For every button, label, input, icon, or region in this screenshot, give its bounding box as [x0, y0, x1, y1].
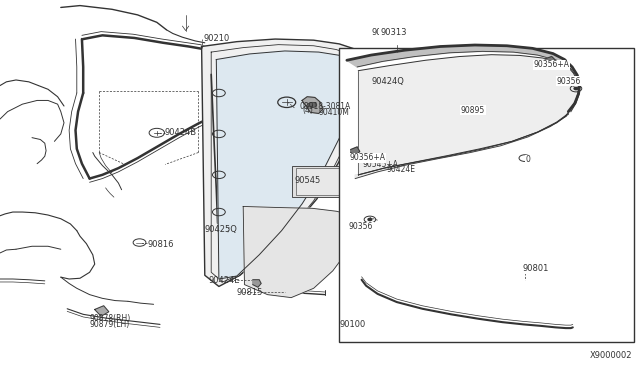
Text: 90313: 90313	[371, 28, 397, 37]
FancyBboxPatch shape	[292, 166, 343, 197]
Polygon shape	[358, 55, 579, 175]
Polygon shape	[507, 46, 538, 55]
Polygon shape	[202, 39, 372, 286]
Text: 90545: 90545	[294, 176, 321, 185]
Text: 90545+A: 90545+A	[362, 160, 398, 169]
Polygon shape	[572, 67, 577, 81]
Text: 90356+A: 90356+A	[349, 153, 385, 162]
Polygon shape	[553, 54, 567, 66]
Text: 90410M: 90410M	[319, 108, 349, 117]
Text: 90356: 90356	[349, 222, 373, 231]
Text: 90424E: 90424E	[209, 276, 240, 285]
Polygon shape	[347, 55, 383, 67]
Polygon shape	[302, 97, 323, 113]
Text: 90895: 90895	[461, 106, 485, 115]
Polygon shape	[571, 94, 579, 109]
Polygon shape	[216, 51, 366, 279]
Text: 90878(RH): 90878(RH)	[90, 314, 131, 323]
Polygon shape	[440, 45, 483, 53]
Text: 90816: 90816	[147, 240, 173, 249]
Polygon shape	[371, 50, 415, 61]
Text: 90313: 90313	[380, 28, 406, 37]
Polygon shape	[404, 46, 449, 57]
Polygon shape	[576, 84, 580, 100]
Circle shape	[308, 102, 317, 108]
Polygon shape	[95, 306, 109, 316]
Text: 0: 0	[525, 155, 531, 164]
Polygon shape	[532, 48, 557, 60]
Text: 90801: 90801	[522, 264, 548, 273]
Circle shape	[368, 218, 372, 221]
Text: (4): (4)	[302, 106, 313, 115]
Polygon shape	[564, 103, 575, 117]
Text: 90425Q: 90425Q	[205, 225, 237, 234]
Polygon shape	[362, 73, 371, 84]
Polygon shape	[351, 147, 360, 155]
Polygon shape	[253, 280, 261, 287]
Polygon shape	[564, 60, 573, 73]
Text: 90100: 90100	[339, 320, 365, 329]
Text: 90210: 90210	[204, 34, 230, 43]
Text: 90879(LH): 90879(LH)	[90, 320, 130, 329]
Circle shape	[574, 87, 578, 90]
Polygon shape	[355, 114, 568, 179]
Text: 90424B: 90424B	[164, 128, 196, 137]
Text: 08918-3081A: 08918-3081A	[300, 102, 351, 111]
Text: 90356+A: 90356+A	[534, 60, 570, 69]
Polygon shape	[475, 45, 513, 52]
Text: X9000002: X9000002	[590, 351, 632, 360]
Text: 90424Q: 90424Q	[371, 77, 404, 86]
Polygon shape	[545, 57, 556, 65]
FancyBboxPatch shape	[296, 168, 339, 195]
Polygon shape	[243, 206, 360, 298]
Text: 90815: 90815	[237, 288, 263, 297]
Polygon shape	[577, 75, 580, 90]
Text: 90424E: 90424E	[387, 165, 415, 174]
Text: 90356: 90356	[557, 77, 581, 86]
FancyBboxPatch shape	[339, 48, 634, 342]
